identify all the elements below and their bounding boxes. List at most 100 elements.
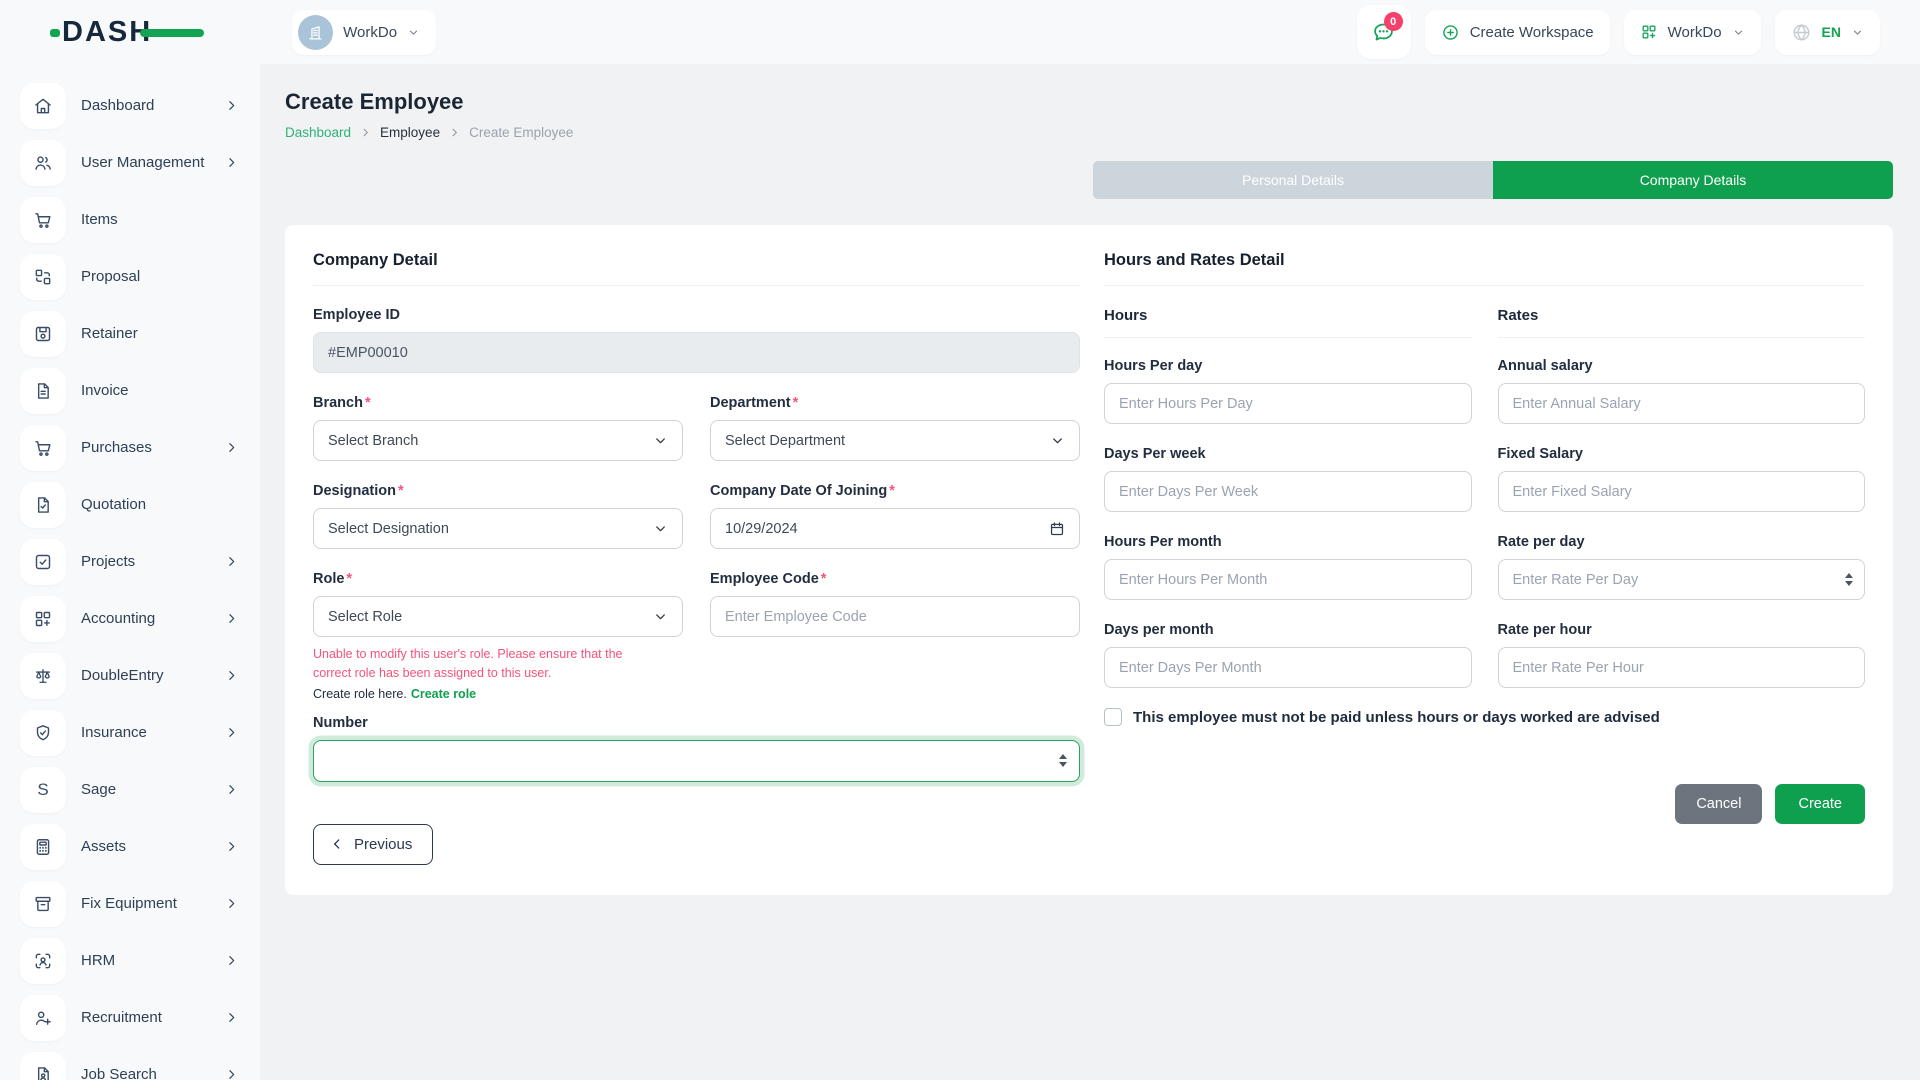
spinner-up-icon[interactable]: [1845, 573, 1853, 578]
sidebar-item-label: Assets: [81, 838, 127, 855]
sidebar-item-purchases[interactable]: Purchases: [20, 424, 244, 471]
sidebar-item-invoice[interactable]: Invoice: [20, 367, 244, 414]
days-per-week-input[interactable]: [1104, 471, 1472, 512]
grid-plus-icon: [20, 595, 66, 642]
sidebar-item-label: Insurance: [81, 724, 147, 741]
chevron-right-icon: [225, 156, 238, 169]
tab-company-details[interactable]: Company Details: [1493, 161, 1893, 199]
sidebar-item-user-management[interactable]: User Management: [20, 139, 244, 186]
rate-per-day-spinner[interactable]: [1845, 559, 1853, 600]
chevron-right-icon: [225, 555, 238, 568]
messages-button[interactable]: 0: [1356, 5, 1411, 59]
role-group: Role * Select Role Unable to modify this …: [313, 571, 683, 701]
days-per-month-input[interactable]: [1104, 647, 1472, 688]
rates-column: Rates Annual salary Fixed Salary Rate pe…: [1497, 307, 1865, 704]
grid-plus-icon: [1642, 25, 1656, 39]
joining-date-label: Company Date Of Joining *: [710, 483, 895, 499]
divider: [313, 285, 1080, 286]
sidebar-item-retainer[interactable]: Retainer: [20, 310, 244, 357]
fixed-salary-label: Fixed Salary: [1497, 446, 1583, 462]
chevron-right-icon: [363, 128, 368, 137]
building-icon: [309, 25, 322, 39]
designation-select[interactable]: Select Designation: [313, 508, 683, 549]
sidebar-item-recruitment[interactable]: Recruitment: [20, 994, 244, 1041]
hours-per-month-input[interactable]: [1104, 559, 1472, 600]
tab-personal-details[interactable]: Personal Details: [1093, 161, 1493, 199]
plus-circle-icon: [1442, 24, 1458, 40]
spinner-up-icon[interactable]: [1059, 754, 1067, 760]
sidebar-item-label: Proposal: [81, 268, 141, 285]
language-selector[interactable]: EN: [1774, 9, 1880, 55]
employee-code-input[interactable]: [710, 596, 1080, 637]
chevron-right-icon: [225, 612, 238, 625]
branch-select[interactable]: Select Branch: [313, 420, 683, 461]
breadcrumb-current: Create Employee: [469, 125, 574, 140]
department-select-value: Select Department: [725, 432, 846, 449]
sidebar-item-assets[interactable]: Assets: [20, 823, 244, 870]
rate-per-day-input[interactable]: [1497, 559, 1865, 600]
fixed-salary-input[interactable]: [1497, 471, 1865, 512]
spinner-down-icon[interactable]: [1845, 581, 1853, 586]
breadcrumb-dashboard-link[interactable]: Dashboard: [285, 125, 352, 140]
employee-code-label: Employee Code *: [710, 571, 827, 587]
chevron-down-icon: [656, 614, 665, 620]
employee-id-group: Employee ID: [313, 307, 1080, 373]
sidebar-item-proposal[interactable]: Proposal: [20, 253, 244, 300]
unpaid-checkbox-label: This employee must not be paid unless ho…: [1133, 708, 1660, 726]
department-select[interactable]: Select Department: [710, 420, 1080, 461]
cart-icon: [20, 424, 66, 471]
sidebar-item-insurance[interactable]: Insurance: [20, 709, 244, 756]
joining-date-value: 10/29/2024: [725, 520, 798, 537]
employee-code-group: Employee Code *: [710, 571, 1080, 693]
employee-id-field: [313, 332, 1080, 373]
cancel-button[interactable]: Cancel: [1675, 784, 1763, 824]
days-per-month-group: Days per month: [1104, 622, 1472, 688]
joining-date-field[interactable]: 10/29/2024: [710, 508, 1080, 549]
sidebar-item-label: Purchases: [81, 439, 152, 456]
chevron-down-icon: [1053, 438, 1062, 444]
branch-select-value: Select Branch: [328, 432, 419, 449]
sidebar-item-projects[interactable]: Projects: [20, 538, 244, 585]
sidebar-item-fix-equipment[interactable]: Fix Equipment: [20, 880, 244, 927]
sidebar-item-dashboard[interactable]: Dashboard: [20, 82, 244, 129]
calendar-icon[interactable]: [1049, 521, 1065, 537]
sidebar-item-items[interactable]: Items: [20, 196, 244, 243]
create-role-link[interactable]: Create role: [410, 686, 477, 701]
required-mark: *: [397, 483, 404, 499]
breadcrumb-employee-link[interactable]: Employee: [380, 125, 441, 140]
details-tabs: Personal Details Company Details: [1093, 161, 1893, 199]
unpaid-checkbox[interactable]: [1104, 708, 1122, 726]
sidebar-item-label: Recruitment: [81, 1009, 162, 1026]
sidebar-item-hrm[interactable]: HRM: [20, 937, 244, 984]
archive-box-icon: [20, 880, 66, 927]
dash-logo[interactable]: DASH: [50, 16, 205, 49]
sidebar-item-accounting[interactable]: Accounting: [20, 595, 244, 642]
number-label: Number: [313, 714, 368, 731]
annual-salary-input[interactable]: [1497, 383, 1865, 424]
create-workspace-button[interactable]: Create Workspace: [1424, 9, 1610, 55]
required-mark: *: [889, 483, 895, 499]
main-content: Create Employee Dashboard Employee Creat…: [260, 64, 1920, 1080]
hours-per-day-input[interactable]: [1104, 383, 1472, 424]
sidebar-item-sage[interactable]: S Sage: [20, 766, 244, 813]
number-input[interactable]: [313, 739, 1080, 782]
number-spinner[interactable]: [1059, 741, 1067, 781]
hours-per-month-label: Hours Per month: [1104, 534, 1222, 550]
chevron-right-icon: [225, 954, 238, 967]
required-mark: *: [820, 571, 827, 587]
sidebar-item-quotation[interactable]: Quotation: [20, 481, 244, 528]
rate-per-hour-input[interactable]: [1497, 647, 1865, 688]
spinner-down-icon[interactable]: [1059, 762, 1067, 768]
workspace-selector[interactable]: WorkDo: [292, 9, 437, 55]
file-user-icon: [20, 1051, 66, 1080]
app-switcher-button[interactable]: WorkDo: [1623, 9, 1761, 55]
chevron-left-icon: [334, 839, 340, 849]
sidebar-item-job-search[interactable]: Job Search: [20, 1051, 244, 1080]
previous-button-label: Previous: [354, 835, 413, 853]
role-select[interactable]: Select Role: [313, 596, 683, 637]
square-check-icon: [20, 538, 66, 585]
designation-select-value: Select Designation: [328, 520, 449, 537]
create-button[interactable]: Create: [1775, 784, 1865, 824]
sidebar-item-doubleentry[interactable]: DoubleEntry: [20, 652, 244, 699]
previous-button[interactable]: Previous: [313, 823, 434, 865]
